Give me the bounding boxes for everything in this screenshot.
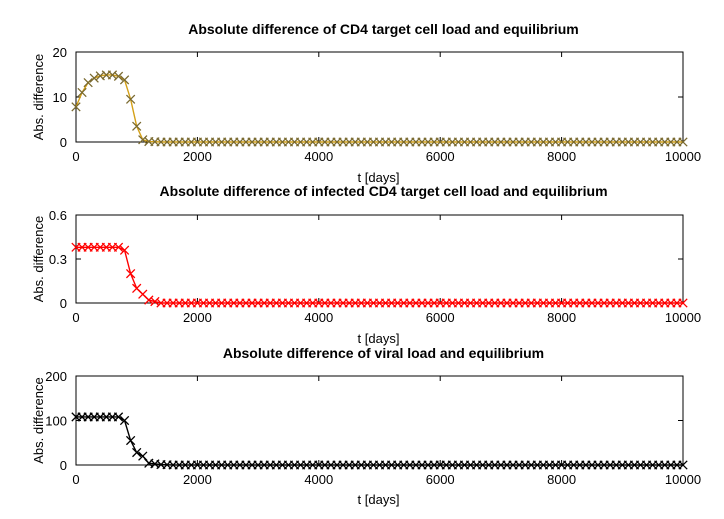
x-tick-label: 8000 <box>547 472 576 487</box>
plot-frame <box>75 214 684 304</box>
x-tick-label: 8000 <box>547 310 576 325</box>
chart-panel-2: Absolute difference of infected CD4 targ… <box>31 183 701 346</box>
x-tick-label: 2000 <box>183 149 212 164</box>
y-tick-label: 200 <box>45 369 67 384</box>
data-point-marker <box>113 412 124 422</box>
data-point-marker <box>125 94 136 104</box>
data-point-marker <box>144 295 154 305</box>
y-tick-label: 0 <box>60 135 67 150</box>
x-tick-label: 4000 <box>304 472 333 487</box>
plot-frame <box>75 51 684 143</box>
data-point-marker <box>113 71 124 81</box>
x-tick-label: 10000 <box>665 472 701 487</box>
data-point-marker <box>119 415 130 426</box>
y-axis-label: Abs. difference <box>31 377 46 463</box>
data-point-marker <box>678 460 688 470</box>
x-tick-label: 6000 <box>426 310 455 325</box>
x-tick-label: 10000 <box>665 310 701 325</box>
x-tick-label: 2000 <box>183 310 212 325</box>
y-axis-label: Abs. difference <box>31 54 46 140</box>
data-point-marker <box>132 447 142 458</box>
x-tick-label: 4000 <box>304 310 333 325</box>
x-tick-label: 0 <box>72 310 79 325</box>
x-tick-label: 0 <box>72 472 79 487</box>
data-point-marker <box>113 242 124 252</box>
data-point-marker <box>125 435 136 446</box>
data-point-marker <box>77 87 87 98</box>
data-point-marker <box>89 73 99 83</box>
x-tick-label: 6000 <box>426 472 455 487</box>
chart-title: Absolute difference of CD4 target cell l… <box>188 21 579 37</box>
data-point-marker <box>83 77 93 88</box>
data-point-marker <box>138 135 148 145</box>
data-point-marker <box>678 298 688 308</box>
y-tick-label: 100 <box>45 414 67 429</box>
x-axis-label: t [days] <box>358 492 400 507</box>
series-line <box>75 74 683 143</box>
series-line <box>76 246 683 304</box>
x-tick-label: 4000 <box>304 149 333 164</box>
plot-frame <box>75 375 684 466</box>
data-point-marker <box>138 451 148 461</box>
y-tick-label: 20 <box>53 45 67 60</box>
data-point-marker <box>119 245 130 255</box>
x-tick-label: 8000 <box>547 149 576 164</box>
chart-panel-3: Absolute difference of viral load and eq… <box>31 345 701 507</box>
data-point-marker <box>132 121 142 131</box>
y-tick-label: 0.3 <box>49 252 67 267</box>
y-tick-label: 0 <box>60 296 67 311</box>
chart-title: Absolute difference of infected CD4 targ… <box>159 183 607 199</box>
chart-panel-1: Absolute difference of CD4 target cell l… <box>31 21 701 185</box>
y-axis-label: Abs. difference <box>31 216 46 302</box>
y-tick-label: 0 <box>60 458 67 473</box>
x-tick-label: 0 <box>72 149 79 164</box>
x-tick-label: 10000 <box>665 149 701 164</box>
series-line <box>76 416 683 466</box>
data-point-marker <box>150 296 160 307</box>
x-axis-label: t [days] <box>358 170 400 185</box>
y-tick-label: 0.6 <box>49 208 67 223</box>
data-point-marker <box>125 269 136 279</box>
data-point-marker <box>71 102 81 112</box>
chart-title: Absolute difference of viral load and eq… <box>223 345 544 361</box>
data-point-marker <box>119 75 130 85</box>
y-tick-label: 10 <box>53 90 67 105</box>
x-axis-label: t [days] <box>358 331 400 346</box>
x-tick-label: 6000 <box>426 149 455 164</box>
data-point-marker <box>678 137 688 147</box>
x-tick-label: 2000 <box>183 472 212 487</box>
